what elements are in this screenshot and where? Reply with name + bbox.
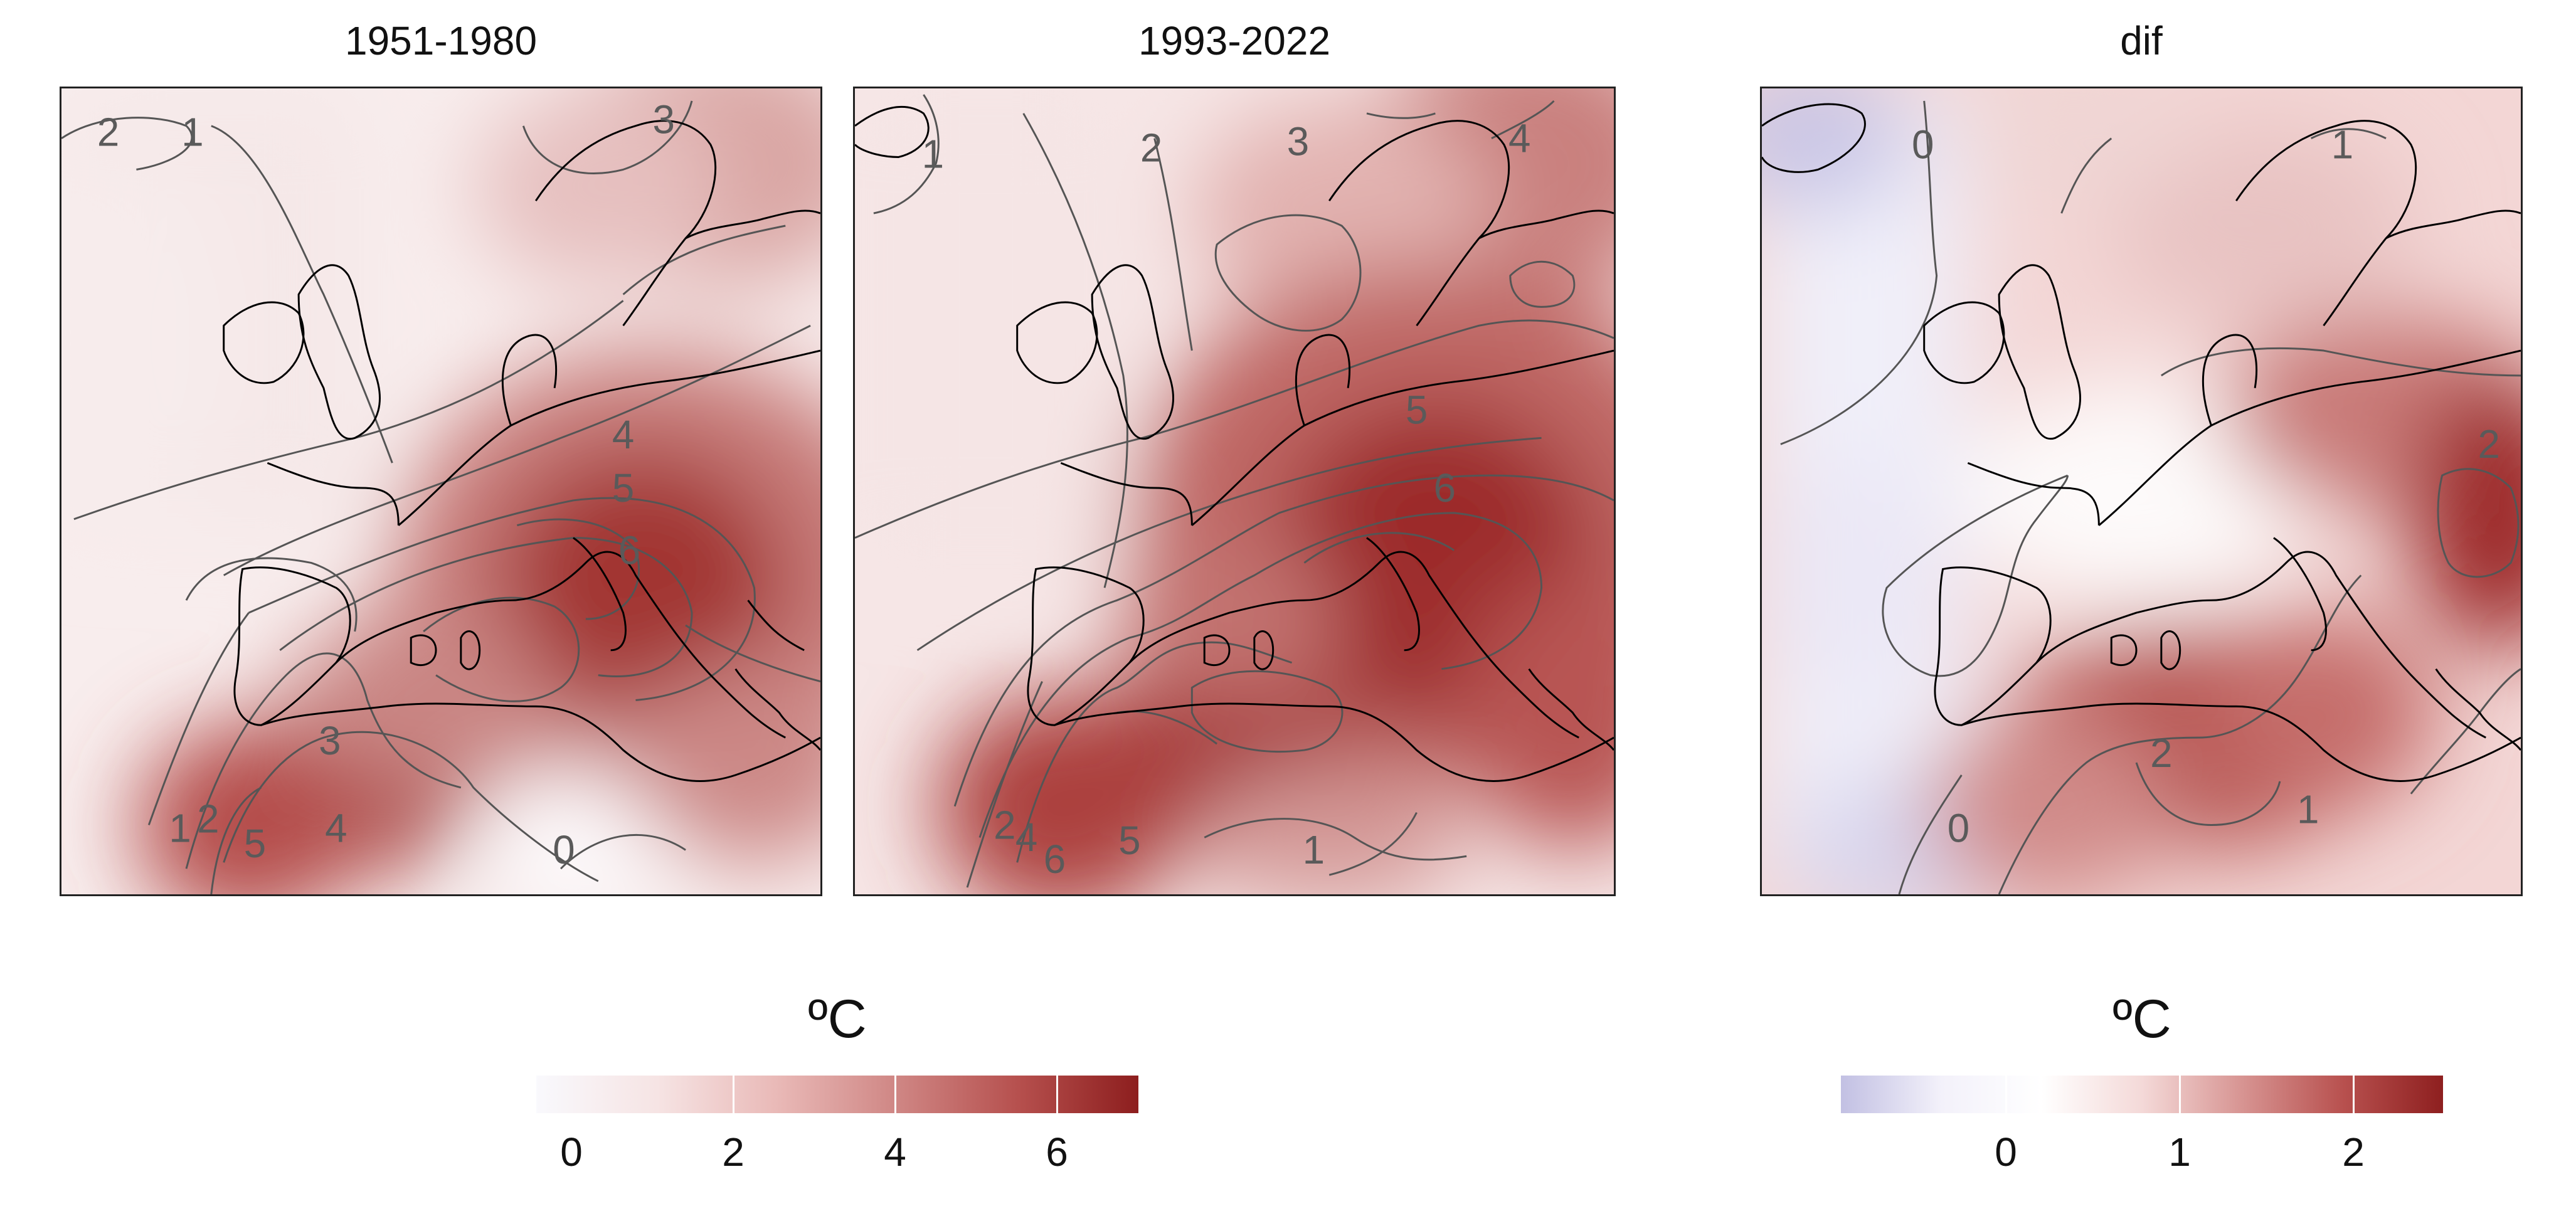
- contour-label: 1: [181, 110, 203, 154]
- contour-label: 2: [2150, 731, 2172, 776]
- contour-label: 4: [325, 806, 347, 850]
- colorbar-tick-mark: [2005, 1076, 2007, 1113]
- colorbar-tick-mark: [2179, 1076, 2181, 1113]
- panel-title-1993-2022: 1993-2022: [1138, 18, 1331, 63]
- colorbar-unit-label: ºC: [808, 989, 867, 1049]
- colorbar-tick-label: 1: [2168, 1129, 2191, 1175]
- contour-label: 1: [922, 132, 944, 176]
- colorbar-tick-label: 6: [1046, 1129, 1068, 1175]
- contour-label: 4: [1508, 116, 1530, 161]
- contour-label: 1: [1303, 828, 1325, 872]
- contour-label: 0: [1948, 806, 1969, 850]
- colorbar-gradient: [1841, 1076, 2443, 1113]
- contour-label: 1: [2331, 122, 2353, 167]
- coastlines: [855, 105, 1614, 782]
- colorbar-tick-mark: [894, 1076, 896, 1113]
- map-panel-dif: 0 1 2 2 1 0: [1760, 87, 2523, 896]
- colorbar-tick-label: 2: [2342, 1129, 2365, 1175]
- coastlines: [1762, 103, 2521, 782]
- colorbar-unit-label: ºC: [2112, 989, 2171, 1049]
- contour-label: 0: [553, 828, 575, 872]
- panel-title-dif: dif: [2120, 18, 2163, 63]
- contour-label: 3: [319, 719, 341, 763]
- contour-label: 4: [612, 413, 634, 457]
- contour-label: 0: [1912, 122, 1934, 167]
- contour-label: 3: [1287, 119, 1309, 164]
- colorbar-tick-label: 2: [722, 1129, 745, 1175]
- map-panel-1951-1980: 2 1 3 4 5 6 3 1 2 5 4 0: [60, 87, 822, 896]
- contour-label: 1: [2297, 787, 2319, 832]
- colorbar-tick-mark: [1056, 1076, 1058, 1113]
- contour-labels: 2 1 3 4 5 6 3 1 2 5 4 0: [97, 98, 675, 873]
- colorbar-difference: ºC 0 1 2: [1841, 985, 2443, 1185]
- contour-lines: [1780, 100, 2521, 894]
- colorbar-tick-label: 4: [884, 1129, 906, 1175]
- heatmap-1951-1980: 2 1 3 4 5 6 3 1 2 5 4 0: [61, 88, 820, 894]
- contour-label: 1: [169, 806, 191, 850]
- heatmap-dif: 0 1 2 2 1 0: [1762, 88, 2521, 894]
- colorbar-tick-mark: [2353, 1076, 2355, 1113]
- contour-label: 6: [618, 528, 640, 573]
- heatmap-1993-2022: 1 2 3 4 5 6 2 4 6 5 1: [855, 88, 1614, 894]
- contour-label: 6: [1044, 837, 1066, 882]
- heat-field: [61, 88, 820, 894]
- contour-label: 2: [994, 803, 1015, 847]
- contour-label: 5: [1118, 818, 1140, 863]
- colorbar-absolute: ºC 0 2 4 6: [536, 985, 1138, 1185]
- map-panel-1993-2022: 1 2 3 4 5 6 2 4 6 5 1: [853, 87, 1616, 896]
- contour-label: 2: [1140, 125, 1162, 170]
- heat-field: [1762, 88, 2521, 894]
- panel-title-1951-1980: 1951-1980: [344, 18, 538, 63]
- contour-label: 4: [1015, 815, 1037, 860]
- contour-label: 6: [1434, 466, 1456, 510]
- contour-label: 5: [612, 466, 634, 510]
- contour-label: 2: [2478, 422, 2500, 467]
- colorbar-gradient: [536, 1076, 1138, 1113]
- colorbar-tick-label: 0: [1995, 1129, 2017, 1175]
- contour-label: 2: [97, 110, 119, 154]
- contour-label: 5: [244, 822, 266, 866]
- contour-lines: [61, 100, 820, 894]
- coastlines: [223, 120, 820, 782]
- contour-labels: 0 1 2 2 1 0: [1912, 122, 2500, 850]
- colorbar-tick-mark: [733, 1076, 734, 1113]
- contour-label: 2: [197, 796, 219, 841]
- contour-labels: 1 2 3 4 5 6 2 4 6 5 1: [922, 116, 1531, 882]
- contour-label: 3: [653, 98, 675, 142]
- colorbar-tick-label: 0: [560, 1129, 583, 1175]
- contour-label: 5: [1406, 388, 1428, 432]
- contour-lines: [855, 94, 1614, 888]
